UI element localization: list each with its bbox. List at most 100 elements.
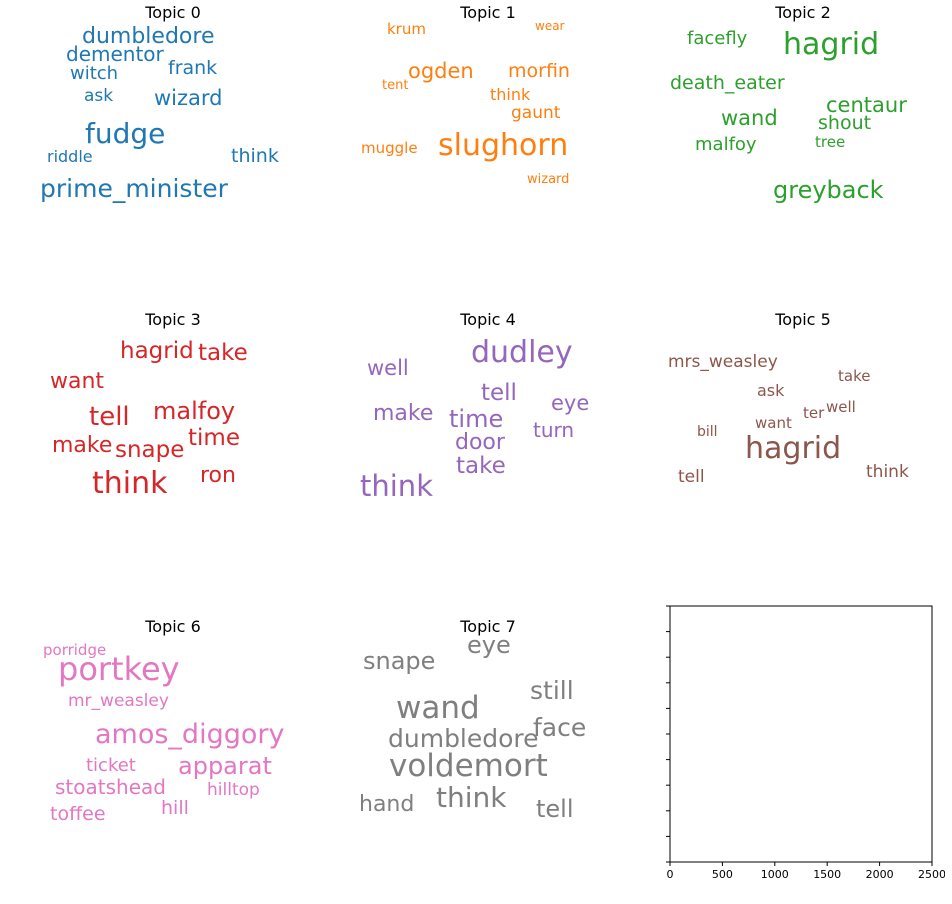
word-time: time xyxy=(188,425,240,451)
word-want: want xyxy=(50,369,105,394)
x-tick-label: 2500 xyxy=(918,868,945,881)
word-gaunt: gaunt xyxy=(511,103,561,123)
word-dumbledore: dumbledore xyxy=(388,724,539,753)
word-think: think xyxy=(490,85,531,104)
word-centaur: centaur xyxy=(826,93,907,117)
word-malfoy: malfoy xyxy=(695,134,757,155)
word-snape: snape xyxy=(115,437,185,463)
word-well: well xyxy=(826,398,856,416)
word-still: still xyxy=(530,676,574,705)
word-make: make xyxy=(52,433,113,458)
word-mrs-weasley: mrs_weasley xyxy=(668,352,778,372)
word-hand: hand xyxy=(359,792,415,817)
word-think: think xyxy=(231,145,279,167)
word-dementor: dementor xyxy=(66,42,164,66)
panel-title: Topic 5 xyxy=(775,310,831,329)
x-tick-label: 1000 xyxy=(761,868,789,881)
panel-title: Topic 1 xyxy=(460,3,516,22)
x-tick-label: 2000 xyxy=(866,868,894,881)
panel-title: Topic 3 xyxy=(145,310,201,329)
word-amos-diggory: amos_diggory xyxy=(95,719,285,750)
word-door: door xyxy=(455,430,505,455)
word-mr-weasley: mr_weasley xyxy=(68,691,169,711)
word-ticket: ticket xyxy=(86,755,136,776)
word-tell: tell xyxy=(678,467,705,487)
word-porridge: porridge xyxy=(43,641,107,659)
word-apparat: apparat xyxy=(178,752,272,780)
word-krum: krum xyxy=(387,20,426,38)
word-wand: wand xyxy=(721,106,778,130)
panel-title: Topic 4 xyxy=(460,310,516,329)
panel-title: Topic 7 xyxy=(460,617,516,636)
word-tree: tree xyxy=(815,133,846,151)
word-think: think xyxy=(436,781,507,814)
word-wear: wear xyxy=(535,19,565,33)
topic-wordcloud-0: Topic 0 fudge prime_minister dumbledore wiza… xyxy=(18,0,328,290)
axes-frame xyxy=(669,605,933,863)
word-turn: turn xyxy=(533,418,575,442)
word-morfin: morfin xyxy=(508,60,570,82)
word-hill: hill xyxy=(161,797,189,819)
word-malfoy: malfoy xyxy=(153,397,236,425)
word-make: make xyxy=(373,401,434,426)
x-tick-label: 500 xyxy=(712,868,733,881)
word-well: well xyxy=(367,356,409,380)
topic-wordcloud-7: Topic 7 voldemort wand think dumbledore still… xyxy=(333,614,643,904)
x-tick-label: 1500 xyxy=(813,868,841,881)
word-ask: ask xyxy=(84,86,114,106)
word-think: think xyxy=(866,462,909,482)
word-stoatshead: stoatshead xyxy=(55,775,166,799)
word-want: want xyxy=(755,414,792,432)
word-take: take xyxy=(198,340,248,366)
word-dumbledore: dumbledore xyxy=(82,24,215,49)
topic-wordcloud-6: Topic 6 portkey amos_diggory apparat stoatsh… xyxy=(18,614,328,904)
word-think: think xyxy=(92,466,168,501)
word-eye: eye xyxy=(467,631,511,659)
word-witch: witch xyxy=(70,63,119,84)
word-death-eater: death_eater xyxy=(670,72,785,94)
topic-wordcloud-3: Topic 3 think tell malfoy time snape take hagri… xyxy=(18,307,328,597)
topic-wordcloud-1: Topic 1 slughorn ogden morfin gaunt think mugg… xyxy=(333,0,643,290)
word-hagrid: hagrid xyxy=(783,27,880,62)
word-tell: tell xyxy=(481,380,517,406)
word-take: take xyxy=(838,367,871,385)
x-tick-label: 0 xyxy=(667,868,674,881)
word-take: take xyxy=(456,453,506,479)
word-slughorn: slughorn xyxy=(438,128,569,163)
word-shout: shout xyxy=(818,112,872,134)
word-ask: ask xyxy=(757,381,785,400)
word-bill: bill xyxy=(697,424,718,440)
word-prime-minister: prime_minister xyxy=(40,174,228,203)
panel-title: Topic 2 xyxy=(775,3,831,22)
word-eye: eye xyxy=(551,391,590,415)
word-voldemort: voldemort xyxy=(389,748,548,784)
word-wizard: wizard xyxy=(154,86,223,110)
word-think: think xyxy=(360,469,433,503)
word-tell: tell xyxy=(89,402,130,432)
word-hagrid: hagrid xyxy=(120,338,194,364)
word-tent: tent xyxy=(382,78,409,93)
word-dudley: dudley xyxy=(471,335,573,370)
word-hagrid: hagrid xyxy=(745,431,842,466)
word-muggle: muggle xyxy=(361,139,418,157)
empty-axes: 0 500 1000 1500 2000 2500 xyxy=(666,605,945,881)
word-greyback: greyback xyxy=(773,176,884,204)
word-ogden: ogden xyxy=(408,59,474,83)
word-frank: frank xyxy=(168,57,218,79)
word-wand: wand xyxy=(396,690,480,726)
word-toffee: toffee xyxy=(50,803,106,825)
panel-title: Topic 0 xyxy=(145,3,201,22)
word-ron: ron xyxy=(200,463,236,488)
topic-wordcloud-2: Topic 2 hagrid greyback centaur wand death_ea… xyxy=(648,0,952,290)
word-hilltop: hilltop xyxy=(207,780,260,800)
panel-title: Topic 6 xyxy=(145,617,201,636)
topic-wordcloud-4: Topic 4 dudley think time tell take door make we… xyxy=(333,307,643,597)
word-snape: snape xyxy=(363,647,436,675)
word-riddle: riddle xyxy=(47,147,93,166)
word-face: face xyxy=(533,713,587,742)
word-tell: tell xyxy=(536,795,574,823)
word-ter: ter xyxy=(803,404,825,422)
word-portkey: portkey xyxy=(58,650,180,688)
word-facefly: facefly xyxy=(687,28,748,49)
